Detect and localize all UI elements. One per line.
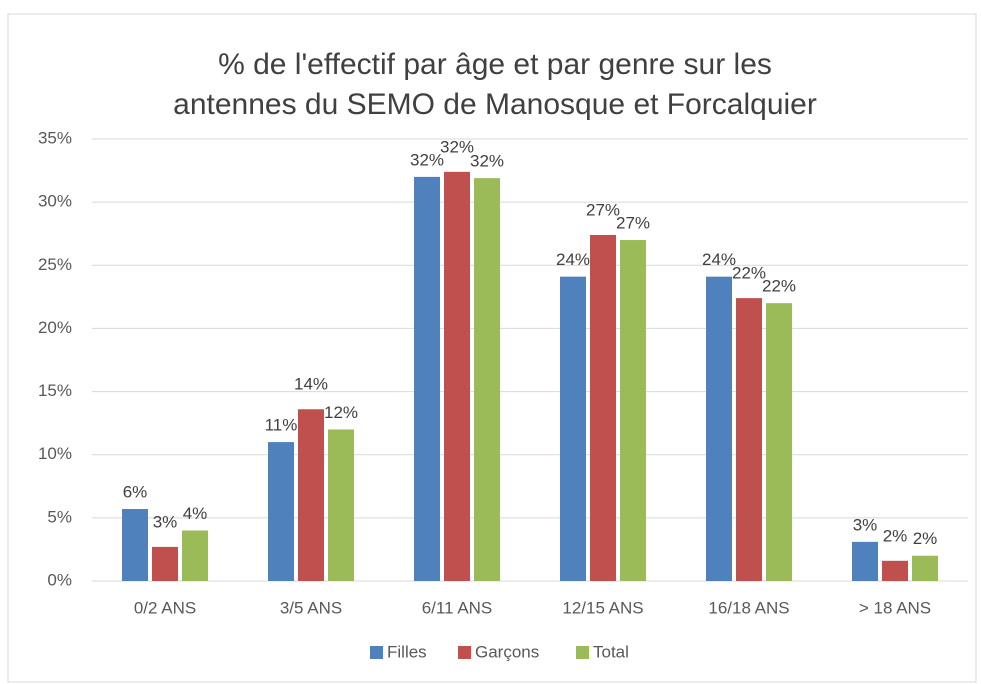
bar — [590, 234, 616, 581]
legend-swatch — [576, 646, 589, 659]
bar — [766, 303, 792, 581]
data-label: 11% — [265, 416, 298, 435]
chart-title: antennes du SEMO de Manosque et Forcalqu… — [173, 88, 817, 121]
y-tick-label: 20% — [38, 318, 72, 337]
bar — [706, 276, 732, 581]
x-tick-label: 0/2 ANS — [134, 598, 196, 617]
data-label: 4% — [183, 504, 208, 523]
bar — [882, 560, 908, 581]
legend-swatch — [458, 646, 471, 659]
data-label: 22% — [762, 277, 796, 296]
legend-label: Filles — [387, 642, 427, 661]
bar — [912, 555, 938, 581]
bar — [474, 178, 500, 582]
bar — [444, 171, 470, 581]
bar — [414, 176, 440, 581]
bar — [620, 240, 646, 581]
data-label: 27% — [586, 200, 620, 219]
bar — [152, 546, 178, 581]
y-tick-label: 0% — [47, 570, 72, 589]
x-tick-label: 12/15 ANS — [562, 598, 643, 617]
bar — [268, 442, 294, 581]
y-tick-label: 35% — [38, 128, 72, 147]
data-label: 3% — [153, 512, 178, 531]
y-tick-label: 15% — [38, 381, 72, 400]
bar — [182, 530, 208, 581]
data-label: 3% — [853, 515, 878, 534]
legend-label: Total — [593, 642, 629, 661]
data-label: 32% — [470, 152, 504, 171]
bar — [298, 409, 324, 581]
data-label: 22% — [732, 264, 766, 283]
data-label: 6% — [123, 483, 148, 502]
x-tick-label: > 18 ANS — [859, 598, 931, 617]
bar — [560, 276, 586, 581]
legend-label: Garçons — [475, 642, 539, 661]
bar — [328, 429, 354, 581]
data-label: 24% — [702, 250, 736, 269]
data-label: 2% — [913, 529, 938, 548]
x-tick-label: 6/11 ANS — [422, 598, 493, 617]
bar — [736, 298, 762, 581]
y-tick-label: 5% — [47, 507, 72, 526]
chart-title: % de l'effectif par âge et par genre sur… — [218, 48, 772, 81]
data-label: 12% — [324, 403, 358, 422]
x-tick-label: 16/18 ANS — [708, 598, 789, 617]
y-tick-label: 10% — [38, 444, 72, 463]
y-tick-label: 30% — [38, 192, 72, 211]
bar — [122, 509, 148, 581]
data-label: 32% — [410, 150, 444, 169]
legend-swatch — [370, 646, 383, 659]
data-label: 27% — [616, 214, 650, 233]
y-tick-label: 25% — [38, 255, 72, 274]
x-tick-label: 3/5 ANS — [280, 598, 342, 617]
data-label: 32% — [440, 137, 474, 156]
data-label: 2% — [883, 526, 908, 545]
bar — [852, 541, 878, 581]
data-label: 14% — [294, 375, 328, 394]
data-label: 24% — [556, 250, 590, 269]
